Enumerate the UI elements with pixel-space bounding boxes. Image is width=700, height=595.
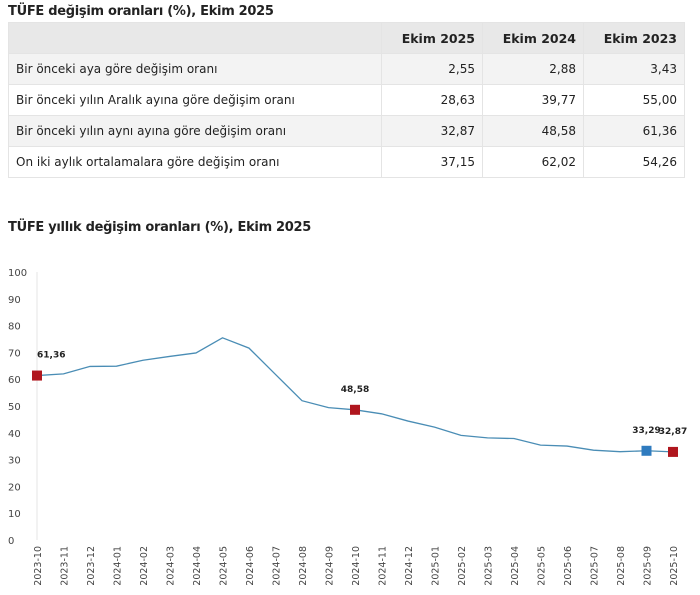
x-tick-label: 2025-09	[643, 546, 654, 586]
table-row: Bir önceki aya göre değişim oranı 2,55 2,8…	[8, 53, 685, 85]
series-line	[36, 337, 674, 453]
row-value: 61,36	[583, 115, 685, 147]
row-value: 48,58	[482, 115, 584, 147]
y-tick-label: 10	[8, 509, 21, 520]
x-tick-label: 2024-02	[139, 546, 150, 586]
row-value: 39,77	[482, 84, 584, 116]
x-tick-label: 2025-07	[590, 546, 601, 586]
x-tick-label: 2024-06	[245, 546, 256, 586]
y-tick-label: 60	[8, 375, 21, 386]
x-tick-label: 2024-09	[325, 546, 336, 586]
x-tick-label: 2025-04	[510, 546, 521, 586]
x-tick-label: 2025-01	[431, 546, 442, 586]
x-tick-label: 2023-12	[86, 546, 97, 586]
y-tick-label: 100	[8, 268, 27, 279]
cpi-table: Ekim 2025 Ekim 2024 Ekim 2023 Bir önceki…	[8, 22, 685, 178]
x-tick-label: 2024-01	[113, 546, 124, 586]
chart-title: TÜFE yıllık değişim oranları (%), Ekim 2…	[8, 220, 312, 235]
x-tick-label: 2023-10	[33, 546, 44, 586]
row-label: Bir önceki yılın Aralık ayına göre değiş…	[8, 84, 382, 116]
row-value: 32,87	[381, 115, 483, 147]
x-tick-label: 2025-05	[537, 546, 548, 586]
x-tick-label: 2024-05	[219, 546, 230, 586]
x-tick-label: 2025-10	[669, 546, 680, 586]
data-label: 48,58	[341, 385, 369, 395]
table-title: TÜFE değişim oranları (%), Ekim 2025	[8, 4, 274, 19]
row-value: 3,43	[583, 53, 685, 85]
x-tick-label: 2023-11	[60, 546, 71, 586]
x-tick-label: 2025-02	[457, 546, 468, 586]
row-value: 2,88	[482, 53, 584, 85]
row-value: 54,26	[583, 146, 685, 178]
row-value: 37,15	[381, 146, 483, 178]
header-ekim-2023: Ekim 2023	[583, 22, 685, 54]
data-marker	[668, 446, 678, 457]
x-tick-label: 2025-06	[563, 546, 574, 586]
data-marker	[32, 370, 42, 381]
x-tick-label: 2024-07	[272, 546, 283, 586]
x-tick-label: 2024-10	[351, 546, 362, 586]
data-label: 33,29	[632, 426, 660, 436]
y-tick-label: 40	[8, 429, 21, 440]
data-marker	[350, 404, 360, 415]
row-label: Bir önceki aya göre değişim oranı	[8, 53, 382, 85]
data-label: 32,87	[659, 427, 687, 437]
y-tick-label: 90	[8, 295, 21, 306]
x-tick-label: 2024-12	[404, 546, 415, 586]
table-row: Bir önceki yılın aynı ayına göre değişim…	[8, 115, 685, 147]
table-row: On iki aylık ortalamalara göre değişim o…	[8, 146, 685, 178]
y-tick-label: 70	[8, 348, 21, 359]
row-label: On iki aylık ortalamalara göre değişim o…	[8, 146, 382, 178]
x-tick-label: 2025-03	[484, 546, 495, 586]
x-tick-label: 2024-04	[192, 546, 203, 586]
y-tick-label: 0	[8, 536, 14, 547]
x-tick-label: 2025-08	[616, 546, 627, 586]
table-row: Bir önceki yılın Aralık ayına göre değiş…	[8, 84, 685, 116]
row-label: Bir önceki yılın aynı ayına göre değişim…	[8, 115, 382, 147]
row-value: 62,02	[482, 146, 584, 178]
y-tick-label: 50	[8, 402, 21, 413]
data-label: 61,36	[37, 351, 65, 361]
row-value: 2,55	[381, 53, 483, 85]
x-tick-label: 2024-08	[298, 546, 309, 586]
y-tick-label: 20	[8, 482, 21, 493]
y-tick-label: 80	[8, 322, 21, 333]
row-value: 28,63	[381, 84, 483, 116]
data-marker	[641, 445, 652, 456]
x-tick-label: 2024-11	[378, 546, 389, 586]
x-tick-label: 2024-03	[166, 546, 177, 586]
y-tick-label: 30	[8, 456, 21, 467]
